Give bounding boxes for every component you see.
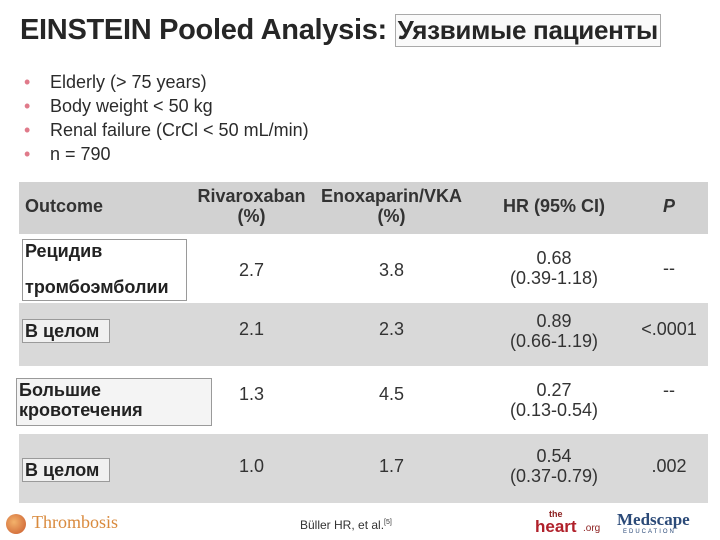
title-russian-overlay: Уязвимые пациенты	[394, 14, 661, 47]
p-value: --	[663, 258, 675, 278]
outcome-label-line2: тромбоэмболии	[25, 277, 169, 297]
theheart-logo: the heart .org	[535, 509, 601, 536]
criteria-item: • Renal failure (CrCl < 50 mL/min)	[24, 120, 309, 140]
criteria-item: • Body weight < 50 kg	[24, 96, 213, 116]
outcome-label-overlay: В целом	[22, 458, 110, 482]
p-value: <.0001	[641, 319, 697, 339]
header-enoxaparin-unit: (%)	[377, 206, 406, 226]
outcome-label-line1: Большие	[19, 380, 102, 400]
outcome-label-overlay: Рецидив тромбоэмболии	[22, 239, 187, 301]
header-rivaroxaban: Rivaroxaban	[197, 186, 306, 206]
header-hr: HR (95% CI)	[502, 196, 605, 216]
rivaroxaban-value: 1.3	[238, 384, 265, 404]
ci-value: (0.37-0.79)	[509, 466, 599, 486]
criteria-list: • Elderly (> 75 years) • Body weight < 50 …	[24, 70, 309, 166]
header-outcome: Outcome	[25, 196, 104, 216]
table-row: Большие кровотечения 1.3 4.5 0.27 (0.13-…	[16, 366, 708, 434]
ci-value: (0.66-1.19)	[509, 331, 599, 351]
bullet-icon: •	[24, 120, 31, 140]
hr-value: 0.89	[536, 311, 572, 331]
outcome-label-line1: В целом	[25, 460, 100, 480]
bullet-icon: •	[24, 72, 31, 92]
criteria-item: • Elderly (> 75 years)	[24, 72, 207, 92]
hr-value: 0.54	[536, 446, 572, 466]
outcome-label-line2: кровотечения	[19, 400, 143, 420]
thrombosis-logo: Thrombosis	[6, 512, 118, 534]
rivaroxaban-value: 2.7	[238, 260, 265, 280]
bullet-icon: •	[24, 144, 31, 164]
enoxaparin-value: 4.5	[378, 384, 405, 404]
enoxaparin-value: 1.7	[378, 456, 405, 476]
ci-value: (0.39-1.18)	[509, 268, 599, 288]
outcome-label-overlay: Большие кровотечения	[16, 378, 212, 426]
header-rivaroxaban-unit: (%)	[237, 206, 266, 226]
criteria-item: • n = 790	[24, 144, 111, 164]
table-row: В целом 1.0 1.7 0.54 (0.37-0.79) .002	[19, 434, 708, 503]
table-row: В целом 2.1 2.3 0.89 (0.66-1.19) <.0001	[19, 303, 708, 366]
p-value: .002	[651, 456, 687, 476]
header-enoxaparin: Enoxaparin/VKA	[320, 186, 463, 206]
slide-footer: Thrombosis Büller HR, et al.[5] the hear…	[0, 506, 720, 540]
rivaroxaban-value: 1.0	[238, 456, 265, 476]
outcome-label-line1: В целом	[25, 321, 100, 341]
thrombosis-swirl-icon	[6, 513, 26, 534]
header-p: P	[662, 196, 675, 216]
outcome-label-overlay: В целом	[22, 319, 110, 343]
bullet-icon: •	[24, 96, 31, 116]
enoxaparin-value: 2.3	[378, 319, 405, 339]
hr-value: 0.27	[536, 380, 572, 400]
outcome-label-line1: Рецидив	[25, 241, 103, 261]
hr-value: 0.68	[536, 248, 572, 268]
medscape-logo: Medscape EDUCATION	[617, 510, 690, 535]
citation: Büller HR, et al.[5]	[300, 518, 392, 532]
results-table: Outcome Rivaroxaban (%) Enoxaparin/VKA (…	[16, 182, 708, 503]
rivaroxaban-value: 2.1	[238, 319, 265, 339]
p-value: --	[663, 380, 675, 400]
enoxaparin-value: 3.8	[378, 260, 405, 280]
ci-value: (0.13-0.54)	[509, 400, 599, 420]
slide-title: EINSTEIN Pooled Analysis: Уязвимые пацие…	[20, 14, 661, 47]
table-row: Рецидив тромбоэмболии 2.7 3.8 0.68 (0.39…	[19, 234, 708, 303]
title-main: EINSTEIN Pooled Analysis:	[20, 14, 387, 46]
table-header-row: Outcome Rivaroxaban (%) Enoxaparin/VKA (…	[19, 182, 708, 234]
